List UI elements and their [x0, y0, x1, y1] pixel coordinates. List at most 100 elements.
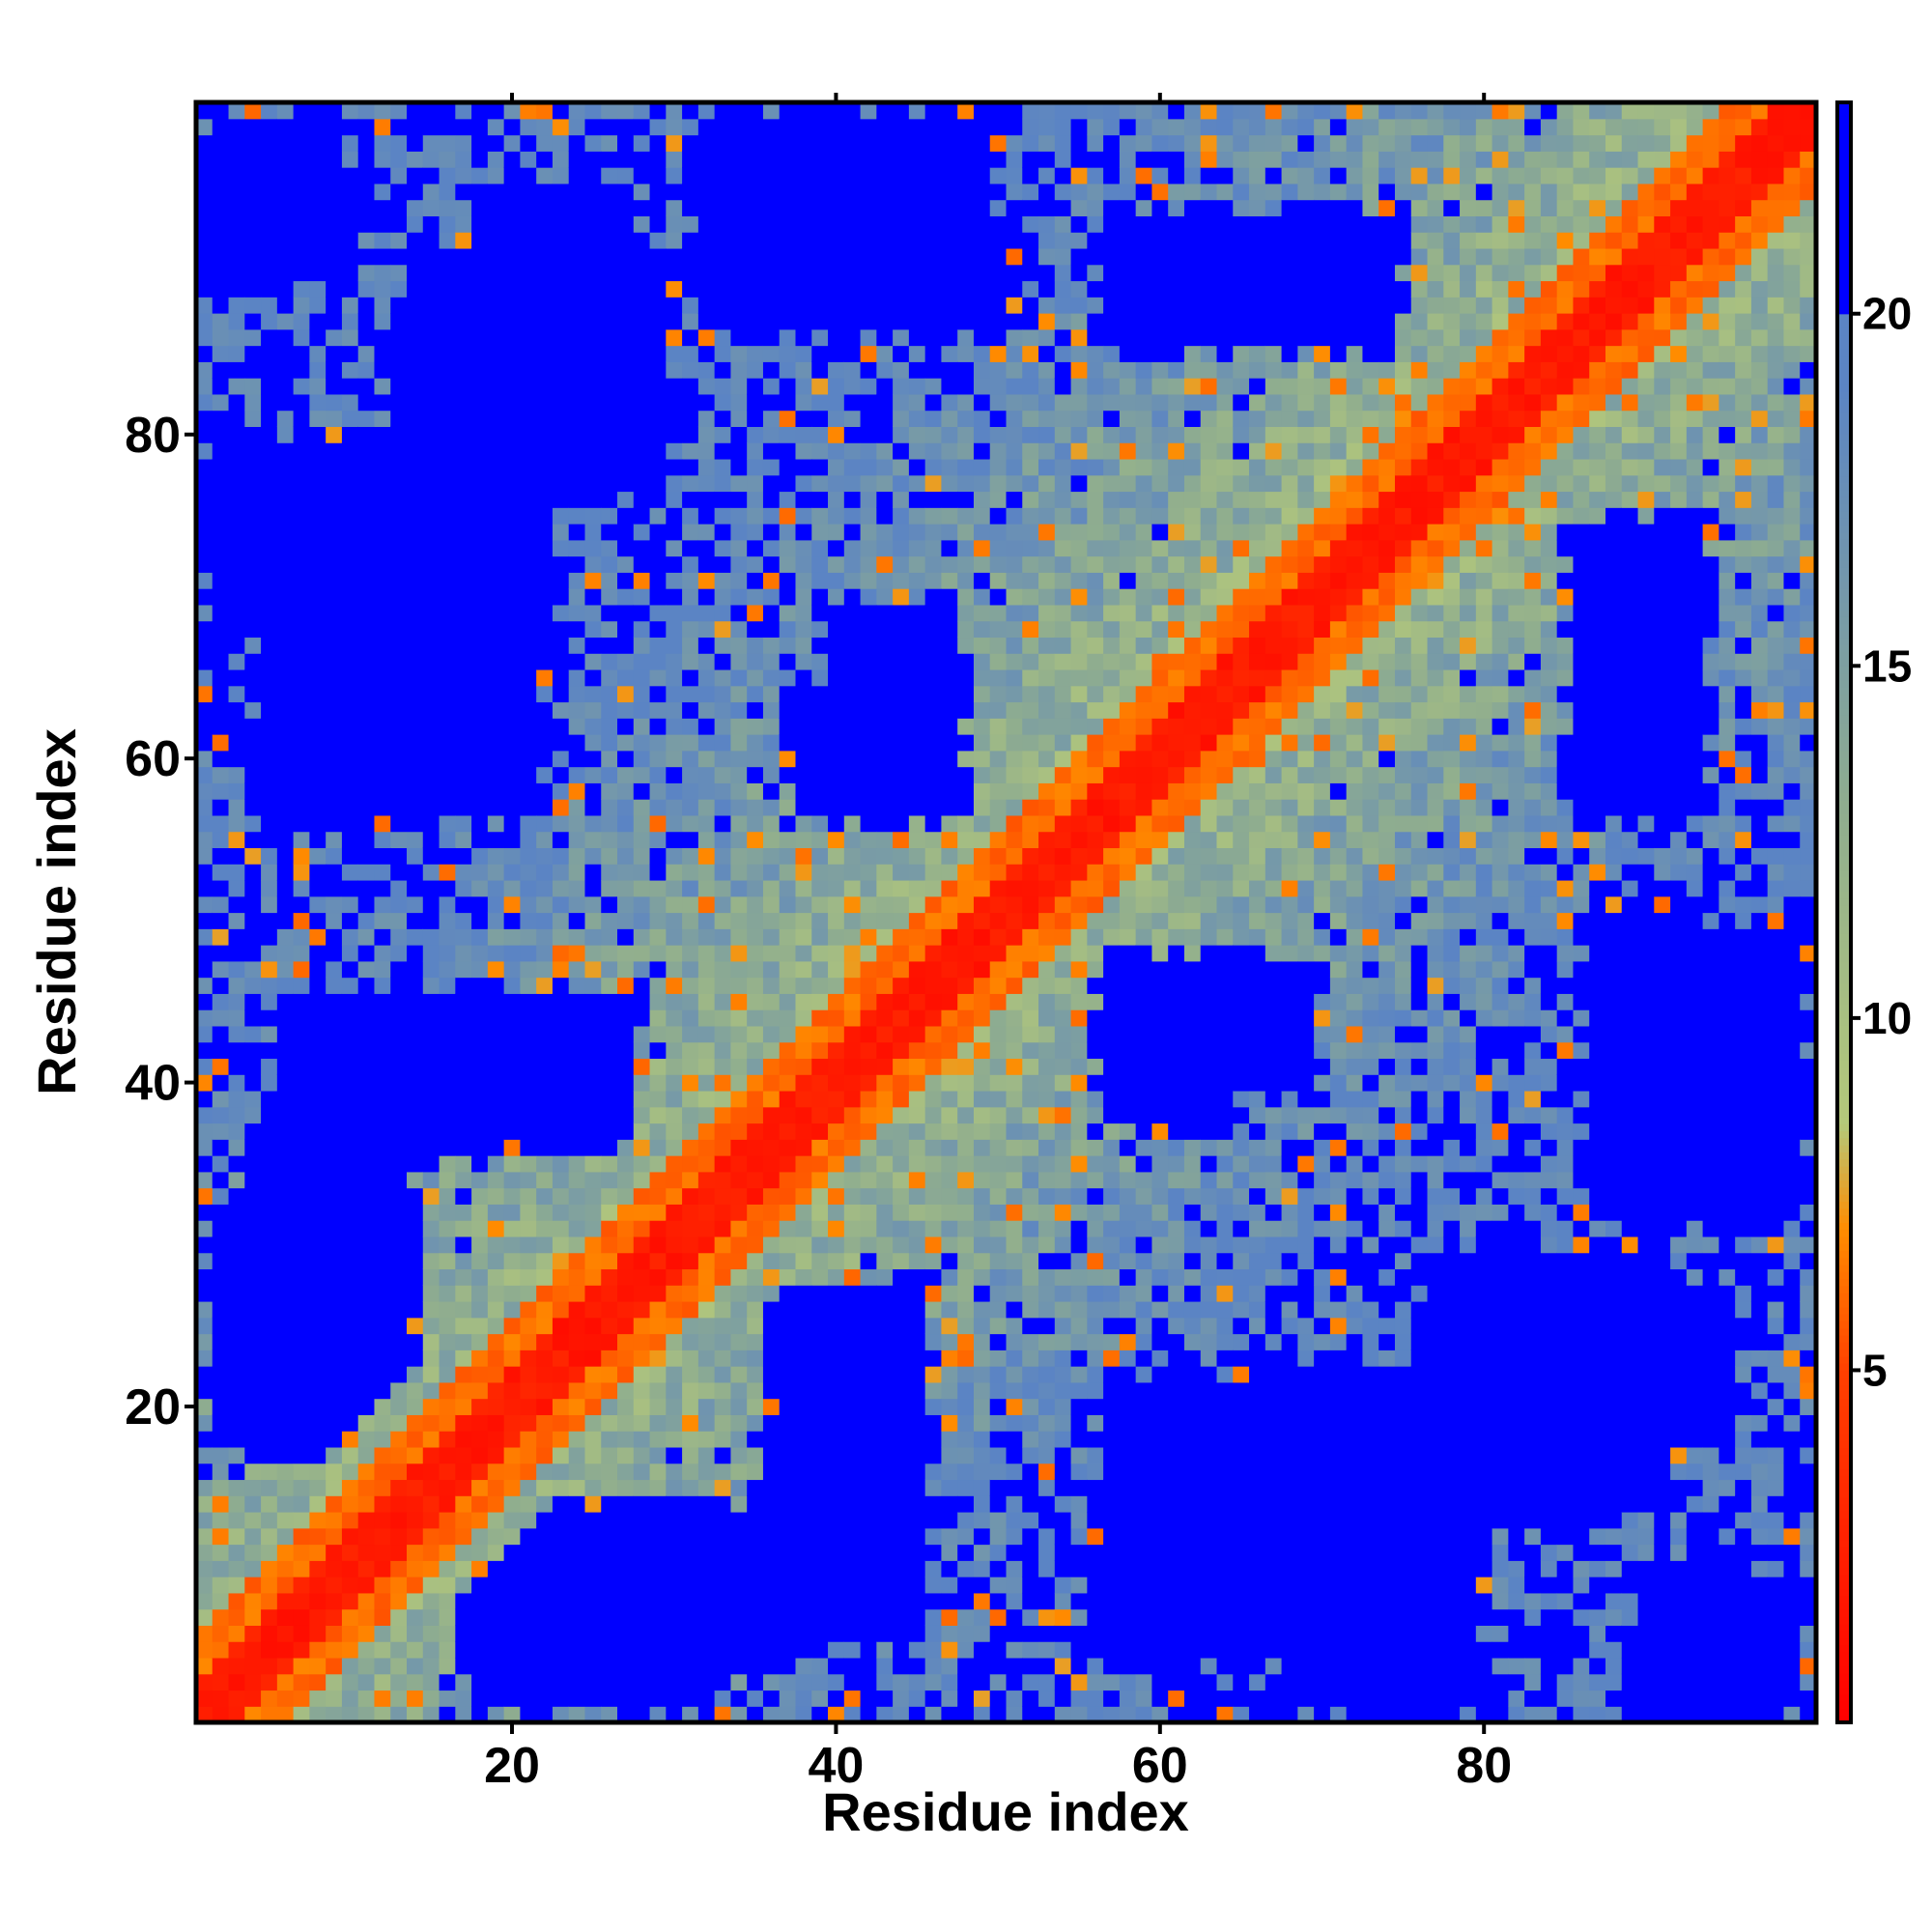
heatmap-cell [568, 685, 586, 703]
heatmap-cell [989, 620, 1008, 639]
heatmap-cell [374, 410, 391, 427]
heatmap-cell [747, 1139, 764, 1156]
heatmap-cell [811, 297, 829, 314]
heatmap-cell [293, 847, 310, 865]
heatmap-cell [357, 1495, 376, 1513]
heatmap-cell [989, 1317, 1008, 1335]
heatmap-cell [584, 879, 602, 897]
heatmap-cell [779, 215, 797, 233]
heatmap-cell [503, 297, 521, 314]
heatmap-cell [795, 524, 812, 541]
heatmap-cell [293, 1204, 310, 1221]
heatmap-cell [536, 1657, 554, 1675]
heatmap-cell [682, 945, 699, 962]
heatmap-cell [747, 1577, 764, 1594]
heatmap-cell [601, 1333, 618, 1350]
heatmap-cell [876, 151, 894, 168]
heatmap-cell [747, 1025, 764, 1043]
heatmap-cell [196, 1187, 213, 1205]
heatmap-cell [552, 685, 570, 703]
heatmap-cell [212, 555, 230, 573]
heatmap-cell [666, 1300, 683, 1319]
heatmap-cell [762, 410, 781, 427]
heatmap-cell [957, 1690, 975, 1707]
heatmap-cell [326, 167, 343, 185]
heatmap-cell [617, 1673, 635, 1691]
heatmap-cell [212, 102, 230, 120]
heatmap-cell [568, 183, 586, 201]
heatmap-cell [973, 701, 991, 719]
heatmap-cell [989, 539, 1008, 557]
heatmap-cell [601, 977, 618, 994]
heatmap-cell [957, 1673, 975, 1691]
heatmap-cell [924, 426, 943, 443]
heatmap-cell [924, 1398, 943, 1415]
heatmap-cell [244, 1139, 262, 1156]
heatmap-cell [439, 572, 456, 589]
heatmap-cell [828, 1155, 845, 1173]
heatmap-cell [261, 1285, 278, 1302]
heatmap-cell [649, 378, 667, 395]
heatmap-cell [552, 831, 570, 849]
heatmap-cell [407, 183, 424, 201]
heatmap-cell [666, 1706, 683, 1723]
heatmap-cell [552, 1252, 570, 1270]
heatmap-cell [762, 750, 781, 768]
heatmap-cell [374, 1608, 391, 1626]
heatmap-cell [973, 426, 991, 443]
heatmap-cell [196, 1398, 213, 1415]
heatmap-cell [747, 507, 764, 525]
heatmap-cell [584, 1106, 602, 1124]
heatmap-cell [811, 1446, 829, 1464]
heatmap-cell [357, 1139, 376, 1156]
heatmap-cell [633, 1577, 651, 1594]
heatmap-cell [374, 993, 391, 1010]
heatmap-cell [876, 928, 894, 946]
heatmap-cell [455, 604, 472, 622]
heatmap-cell [422, 1285, 440, 1302]
heatmap-cell [876, 1577, 894, 1594]
heatmap-cell [244, 1625, 262, 1642]
heatmap-cell [487, 1300, 505, 1319]
heatmap-cell [212, 604, 230, 622]
heatmap-cell [973, 1139, 991, 1156]
heatmap-cell [326, 1431, 343, 1448]
heatmap-cell [762, 442, 781, 460]
heatmap-cell [697, 1625, 716, 1642]
heatmap-cell [762, 1317, 781, 1335]
heatmap-cell [520, 1058, 537, 1075]
heatmap-cell [697, 491, 716, 508]
heatmap-cell [520, 118, 537, 136]
heatmap-cell [747, 945, 764, 962]
heatmap-cell [989, 750, 1008, 768]
heatmap-cell [843, 1350, 862, 1367]
heatmap-cell [536, 507, 554, 525]
heatmap-cell [536, 1463, 554, 1481]
heatmap-cell [503, 1495, 521, 1513]
heatmap-cell [326, 1106, 343, 1124]
heatmap-cell [439, 491, 456, 508]
heatmap-cell [633, 1657, 651, 1675]
heatmap-cell [924, 1463, 943, 1481]
heatmap-cell [941, 1333, 958, 1350]
heatmap-cell [908, 378, 926, 395]
heatmap-cell [309, 1577, 327, 1594]
heatmap-cell [228, 620, 245, 639]
heatmap-cell [811, 701, 829, 719]
heatmap-cell [552, 167, 570, 185]
heatmap-cell [682, 1398, 699, 1415]
heatmap-cell [568, 831, 586, 849]
heatmap-cell [714, 1511, 732, 1529]
heatmap-cell [276, 183, 295, 201]
heatmap-cell [212, 637, 230, 654]
heatmap-cell [520, 1690, 537, 1707]
heatmap-cell [941, 750, 958, 768]
heatmap-cell [601, 782, 618, 800]
heatmap-cell [762, 668, 781, 687]
heatmap-cell [244, 1106, 262, 1124]
heatmap-cell [876, 1268, 894, 1286]
heatmap-cell [973, 1657, 991, 1675]
heatmap-cell [293, 1414, 310, 1432]
heatmap-cell [697, 1366, 716, 1383]
heatmap-cell [697, 928, 716, 946]
